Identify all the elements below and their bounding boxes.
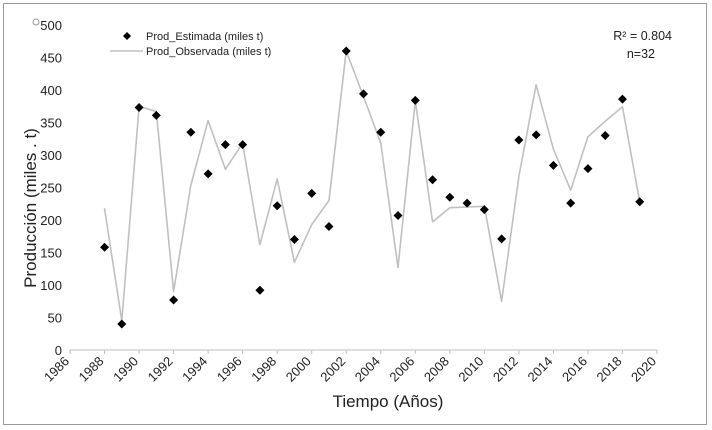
legend-estimated-label: Prod_Estimada (miles t) — [146, 31, 263, 43]
x-tick-label: 2014 — [524, 354, 555, 385]
estimated-point — [324, 222, 334, 231]
x-tick-label: 2006 — [386, 354, 417, 385]
x-tick-label: 2002 — [317, 354, 348, 385]
x-tick-label: 2020 — [628, 354, 659, 385]
legend-observed-label: Prod_Observada (miles t) — [146, 46, 271, 58]
legend: Prod_Estimada (miles t) Prod_Observada (… — [32, 18, 271, 58]
estimated-point — [410, 95, 420, 105]
x-tick-label: 1998 — [248, 354, 279, 385]
observed-line — [103, 50, 641, 322]
y-tick-label: 200 — [40, 213, 62, 228]
estimated-point — [497, 234, 507, 244]
estimated-point — [220, 140, 230, 150]
y-tick-label: 150 — [40, 246, 62, 261]
estimated-point — [100, 242, 110, 252]
legend-corner-circle — [32, 18, 40, 26]
x-tick-label: 2004 — [352, 354, 383, 385]
estimated-point — [583, 164, 593, 174]
estimated-point — [186, 127, 196, 137]
x-tick-label: 1988 — [76, 354, 107, 385]
observed-series — [103, 50, 641, 322]
x-tick-label: 2010 — [455, 354, 486, 385]
y-tick-label: 300 — [40, 148, 62, 163]
y-tick-labels: 0 50 100 150 200 250 300 350 400 450 500 — [40, 18, 62, 358]
estimated-point — [479, 205, 489, 215]
x-tick-label: 2016 — [559, 354, 590, 385]
estimated-point — [531, 130, 541, 140]
estimated-point — [462, 198, 472, 208]
estimated-point — [600, 131, 610, 140]
estimated-point — [169, 295, 179, 305]
y-tick-label: 100 — [40, 278, 62, 293]
estimated-point — [359, 89, 368, 99]
sample-size-label: n=32 — [627, 47, 655, 61]
estimated-point — [341, 46, 351, 56]
estimated-point — [134, 103, 144, 113]
y-axis-title: Producción (miles . t) — [21, 128, 40, 288]
estimated-point — [203, 169, 213, 179]
x-tick-label: 1994 — [179, 354, 210, 385]
y-tick-label: 350 — [40, 116, 62, 131]
estimated-point — [272, 201, 282, 211]
estimated-point — [307, 188, 317, 198]
x-tick-labels: 1986 1988 1990 1992 1994 1996 1998 2000 2002 2004… — [41, 350, 659, 385]
estimated-point — [255, 285, 265, 295]
x-tick-label: 1990 — [110, 354, 141, 385]
x-tick-label: 1986 — [41, 354, 72, 385]
x-tick-label: 1996 — [214, 354, 245, 385]
y-tick-label: 500 — [40, 18, 62, 33]
legend-estimated-marker — [123, 32, 131, 40]
estimated-point — [617, 94, 627, 104]
estimated-point — [393, 210, 403, 220]
estimated-point — [376, 127, 386, 137]
estimated-point — [514, 135, 524, 145]
estimated-point — [289, 235, 299, 244]
estimated-point — [635, 197, 645, 207]
estimated-point — [117, 319, 127, 329]
r-squared-label: R² = 0.804 — [613, 29, 672, 43]
x-tick-label: 2000 — [283, 354, 314, 385]
y-tick-label: 0 — [55, 343, 62, 358]
estimated-point — [151, 110, 161, 120]
estimated-point — [445, 192, 455, 202]
estimated-point — [548, 160, 558, 170]
estimated-point — [238, 140, 248, 150]
x-tick-label: 2018 — [594, 354, 625, 385]
y-tick-label: 250 — [40, 181, 62, 196]
estimated-series — [100, 46, 645, 329]
x-tick-label: 2008 — [421, 354, 452, 385]
y-tick-label: 450 — [40, 51, 62, 66]
y-tick-label: 50 — [48, 311, 62, 326]
y-tick-label: 400 — [40, 83, 62, 98]
x-tick-label: 1992 — [145, 354, 176, 385]
x-tick-label: 2012 — [490, 354, 521, 385]
estimated-point — [566, 198, 576, 208]
x-axis-title: Tiempo (Años) — [333, 392, 444, 411]
estimated-point — [428, 175, 438, 185]
